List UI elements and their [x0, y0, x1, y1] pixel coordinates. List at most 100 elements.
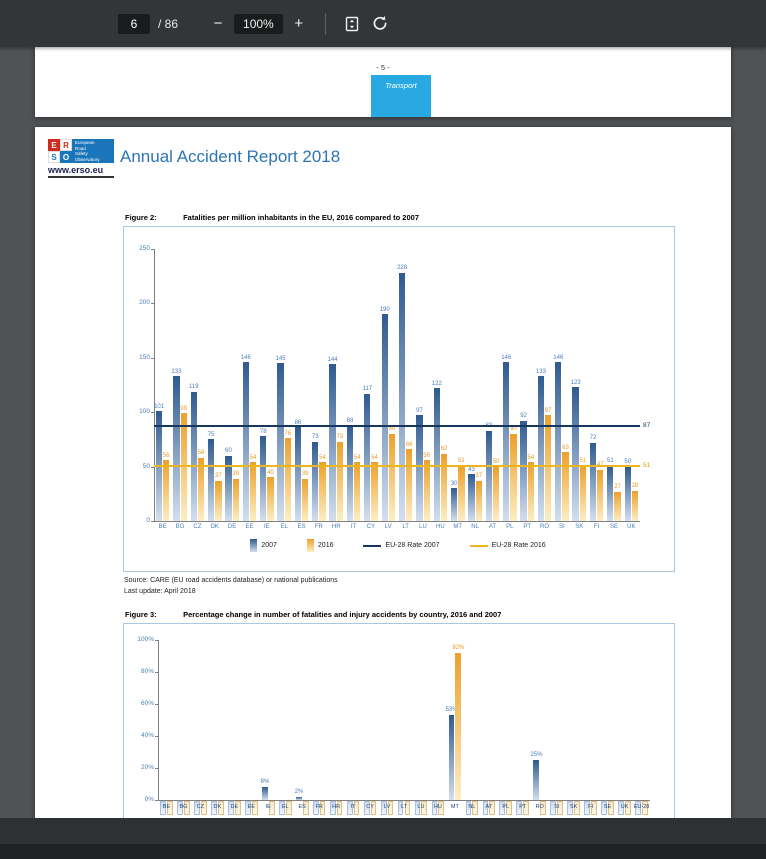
bar-2007-MT: [450, 488, 458, 521]
y-tick-label: 100%: [137, 636, 154, 643]
bar-label-2007-SK: 123: [570, 379, 581, 386]
bar-2016-LV: [388, 433, 396, 521]
x-tick-label-MT: MT: [450, 804, 459, 810]
y-tick-mark: [151, 357, 154, 359]
figure2-source-line: Source: CARE (EU road accidents database…: [124, 577, 338, 584]
y-axis-line: [158, 640, 159, 800]
bar-2007-DE: [225, 455, 232, 521]
bar-2007-AT: [485, 430, 492, 521]
bar-label-2016-EL: 76: [284, 430, 292, 437]
bar-2016-PL: [510, 433, 517, 521]
x-tick-label-FI: FI: [588, 804, 594, 810]
bar-stub-series_orange-BG: [183, 801, 190, 815]
bar-label-2007-ES: 86: [294, 419, 302, 426]
x-tick-label-CY: CY: [366, 804, 374, 810]
x-tick-label-LU: LU: [417, 804, 425, 810]
bar-stub-series_blue-BE: [160, 801, 166, 815]
figure2-label: Figure 2:: [125, 213, 157, 222]
bar-2016-SE: [614, 491, 621, 521]
bar-2016-CZ: [197, 457, 205, 521]
y-tick-mark: [155, 672, 158, 673]
fit-page-button[interactable]: [338, 10, 366, 38]
bar-stub-series_orange-FI: [591, 801, 597, 815]
bar-label-2016-LV: 80: [388, 426, 396, 433]
legend-swatch-line: [469, 544, 488, 547]
org-line: European: [75, 140, 95, 145]
erso-org-name: European Road Safety Observatory: [72, 139, 114, 163]
bar-label-2007-CY: 117: [362, 386, 373, 393]
legend-label: 2016: [317, 542, 334, 549]
x-tick-label-SK: SK: [575, 524, 584, 530]
logo-letter-s: S: [48, 151, 60, 163]
x-tick-label-SE: SE: [609, 524, 618, 530]
legend-item-2: EU-28 Rate 2007: [363, 542, 440, 549]
page-number-input[interactable]: 6: [118, 13, 150, 34]
legend-label: EU-28 Rate 2007: [385, 542, 440, 549]
bar-label-2007-DE: 60: [225, 448, 232, 455]
bar-2007-NL: [468, 474, 475, 521]
zoom-in-button[interactable]: +: [285, 10, 313, 38]
legend-item-1: 2016: [306, 539, 334, 552]
x-tick-label-LV: LV: [383, 804, 391, 810]
bar-label-2007-SI: 146: [553, 354, 564, 361]
bar-2007-LV: [381, 314, 388, 521]
bar-stub-series_orange-UK: [625, 801, 631, 815]
bar-label-2016-SI: 63: [562, 444, 569, 451]
x-tick-label-SI: SI: [554, 804, 560, 810]
bar-label-2007-IT: 88: [346, 417, 354, 424]
bar-series_blue-ES: [295, 796, 302, 800]
bar-stub-series_orange-BE: [166, 801, 173, 815]
bar-2016-AT: [492, 466, 500, 521]
legend-item-3: EU-28 Rate 2016: [469, 542, 546, 549]
bar-label-2016-FR: 54: [319, 454, 326, 461]
bar-2007-EL: [277, 363, 284, 521]
x-tick-label-CZ: CZ: [193, 524, 202, 530]
bar-stub-series_orange-AT: [489, 801, 496, 815]
bar-label-2007-CZ: 119: [188, 384, 199, 391]
bar-label-2016-LT: 66: [405, 441, 413, 448]
zoom-out-button[interactable]: −: [204, 10, 232, 38]
bar-label-2007-EE: 146: [240, 354, 251, 361]
bar-series_blue-MT: [448, 715, 455, 800]
y-tick-label: 250: [139, 245, 150, 252]
bar-stub-series_orange-PL: [506, 801, 513, 815]
bar-stub-series_blue-LV: [380, 801, 387, 815]
bar-stub-series_orange-SI: [557, 801, 563, 815]
rotate-button[interactable]: [366, 10, 394, 38]
bar-label-series_blue-ES: 2%: [294, 788, 304, 795]
x-tick-label-BE: BE: [162, 804, 171, 810]
x-tick-label-LT: LT: [402, 524, 409, 530]
bar-stub-series_orange-EU-28: [642, 801, 648, 815]
erso-website: www.erso.eu: [48, 165, 114, 178]
x-tick-label-FR: FR: [315, 804, 323, 810]
bar-stub-series_orange-LU: [421, 801, 428, 815]
x-tick-label-NL: NL: [468, 804, 476, 810]
bar-stub-series_orange-IT: [353, 801, 360, 815]
zoom-level[interactable]: 100%: [234, 13, 283, 34]
bar-stub-series_blue-SI: [550, 801, 557, 815]
bar-stub-series_orange-SE: [608, 801, 614, 815]
page-count-label: / 86: [158, 16, 179, 31]
y-tick-mark: [155, 768, 158, 769]
bar-label-2007-LV: 190: [379, 306, 390, 313]
y-tick-mark: [155, 704, 158, 705]
x-tick-label-EU-28: EU-28: [633, 804, 650, 810]
bar-2016-MT: [458, 465, 465, 521]
bar-label-2007-LT: 228: [397, 265, 408, 272]
figure3-label: Figure 3:: [125, 610, 157, 619]
bar-series_orange-MT: [455, 652, 462, 800]
x-tick-label-RO: RO: [535, 804, 544, 810]
bar-stub-series_blue-PT: [516, 801, 523, 815]
legend-swatch-bar: [250, 539, 258, 552]
fit-page-icon: [345, 16, 358, 31]
legend-swatch-line: [363, 544, 382, 547]
bar-stub-series_blue-CY: [363, 801, 370, 815]
legend: 2007 2016 EU-28 Rate 2007 EU-28 Rate 2016: [124, 539, 672, 552]
x-tick-label-EE: EE: [247, 804, 255, 810]
legend-item-0: 2007: [250, 539, 277, 552]
bar-label-series_orange-MT: 92%: [452, 644, 465, 651]
y-tick-label: 0%: [144, 796, 154, 803]
x-tick-label-UK: UK: [627, 524, 636, 530]
x-tick-label-IT: IT: [350, 804, 356, 810]
pdf-toolbar: 6 / 86 − 100% +: [0, 0, 766, 47]
